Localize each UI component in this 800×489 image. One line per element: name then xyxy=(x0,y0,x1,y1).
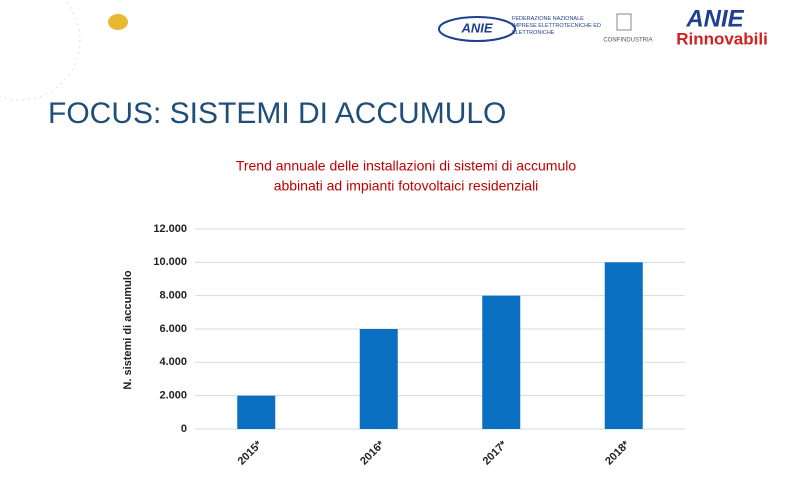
logo-text: ANIE xyxy=(460,20,492,35)
y-tick-label: 12.000 xyxy=(153,223,187,235)
anie-logo-ring xyxy=(438,16,516,42)
y-tick-label: 4.000 xyxy=(159,356,187,368)
logo-text: CONFINDUSTRIA xyxy=(603,38,652,44)
logo-text: Rinnovabili xyxy=(676,29,768,48)
bar xyxy=(482,295,521,429)
slide-title: FOCUS: SISTEMI DI ACCUMULO xyxy=(48,97,506,130)
y-tick-label: 8.000 xyxy=(159,290,187,302)
chart-title: abbinati ad impianti fotovoltaici reside… xyxy=(274,178,539,194)
chart-title: Trend annuale delle installazioni di sis… xyxy=(236,158,577,174)
y-tick-label: 0 xyxy=(181,423,187,435)
bar xyxy=(604,262,643,429)
bar xyxy=(359,329,398,429)
bee-icon xyxy=(108,14,128,30)
bar xyxy=(237,395,276,429)
y-tick-label: 10.000 xyxy=(153,256,187,268)
confindustria-icon xyxy=(616,13,632,31)
y-tick-label: 6.000 xyxy=(159,323,187,335)
logo-caption: FEDERAZIONE NAZIONALE IMPRESE ELETTROTEC… xyxy=(512,16,601,36)
logo-caption-box: FEDERAZIONE NAZIONALE IMPRESE ELETTROTEC… xyxy=(512,16,601,36)
decoration xyxy=(0,0,81,101)
y-tick-label: 2.000 xyxy=(159,390,187,402)
logo-text: ANIE xyxy=(685,5,744,32)
y-axis-label: N. sistemi di accumulo xyxy=(122,270,134,389)
